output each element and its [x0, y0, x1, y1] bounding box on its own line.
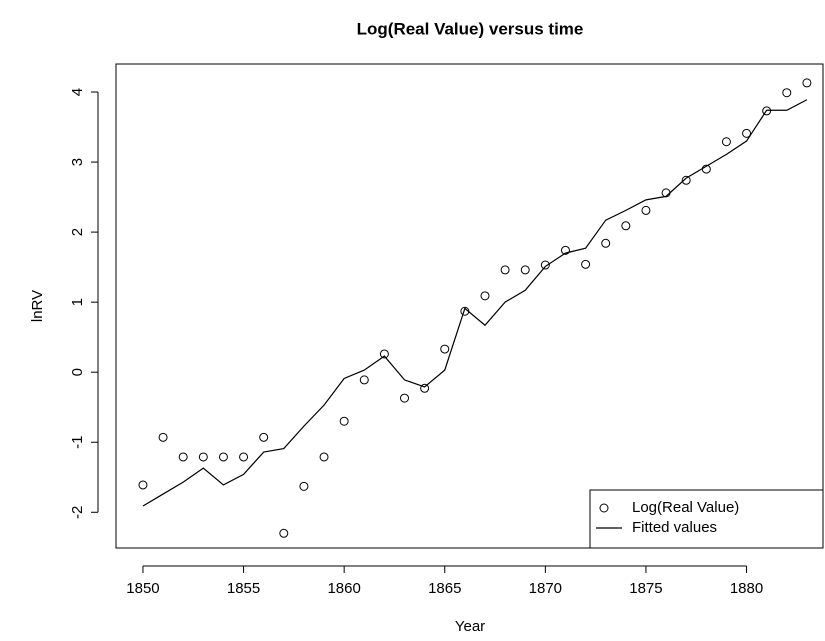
- data-point: [400, 393, 410, 403]
- data-point: [420, 383, 430, 393]
- data-point: [520, 265, 530, 275]
- data-point: [319, 452, 329, 462]
- x-tick-label: 1860: [327, 580, 360, 597]
- chart-title: Log(Real Value) versus time: [357, 19, 584, 38]
- y-axis-label: lnRV: [29, 290, 46, 322]
- data-point: [218, 452, 228, 462]
- legend-box: [589, 489, 824, 549]
- data-point: [500, 265, 510, 275]
- data-point: [259, 432, 269, 442]
- data-point: [239, 452, 249, 462]
- data-point: [721, 137, 731, 147]
- legend-marker: [599, 503, 609, 513]
- data-point: [440, 344, 450, 354]
- x-tick-label: 1855: [227, 580, 260, 597]
- fitted-line: [142, 99, 808, 507]
- y-tick-label: 2: [69, 228, 86, 236]
- data-point: [158, 432, 168, 442]
- data-point: [742, 128, 752, 138]
- data-point: [138, 480, 148, 490]
- data-point: [379, 349, 389, 359]
- data-point: [762, 106, 772, 116]
- data-point: [540, 260, 550, 270]
- data-point: [681, 175, 691, 185]
- data-point: [339, 416, 349, 426]
- data-point: [480, 291, 490, 301]
- legend-label: Fitted values: [632, 519, 717, 536]
- data-point: [802, 78, 812, 88]
- x-tick-label: 1865: [428, 580, 461, 597]
- y-tick-label: -2: [69, 506, 86, 519]
- data-point: [198, 452, 208, 462]
- plot-frame: [115, 63, 824, 549]
- data-point: [560, 245, 570, 255]
- x-tick-label: 1875: [629, 580, 662, 597]
- data-point: [621, 221, 631, 231]
- y-tick-label: 0: [69, 368, 86, 376]
- data-point: [641, 205, 651, 215]
- data-point: [279, 528, 289, 538]
- data-point: [178, 452, 188, 462]
- x-tick-label: 1870: [529, 580, 562, 597]
- data-point: [359, 375, 369, 385]
- y-tick-label: 3: [69, 158, 86, 166]
- y-tick-label: 1: [69, 298, 86, 306]
- x-axis-label: Year: [455, 618, 485, 635]
- x-tick-label: 1880: [730, 580, 763, 597]
- y-tick-label: -1: [69, 436, 86, 449]
- y-tick-label: 4: [69, 88, 86, 96]
- legend-label: Log(Real Value): [632, 499, 739, 516]
- data-point: [581, 259, 591, 269]
- data-point: [601, 238, 611, 248]
- data-point: [299, 481, 309, 491]
- x-tick-label: 1850: [126, 580, 159, 597]
- data-point: [782, 88, 792, 98]
